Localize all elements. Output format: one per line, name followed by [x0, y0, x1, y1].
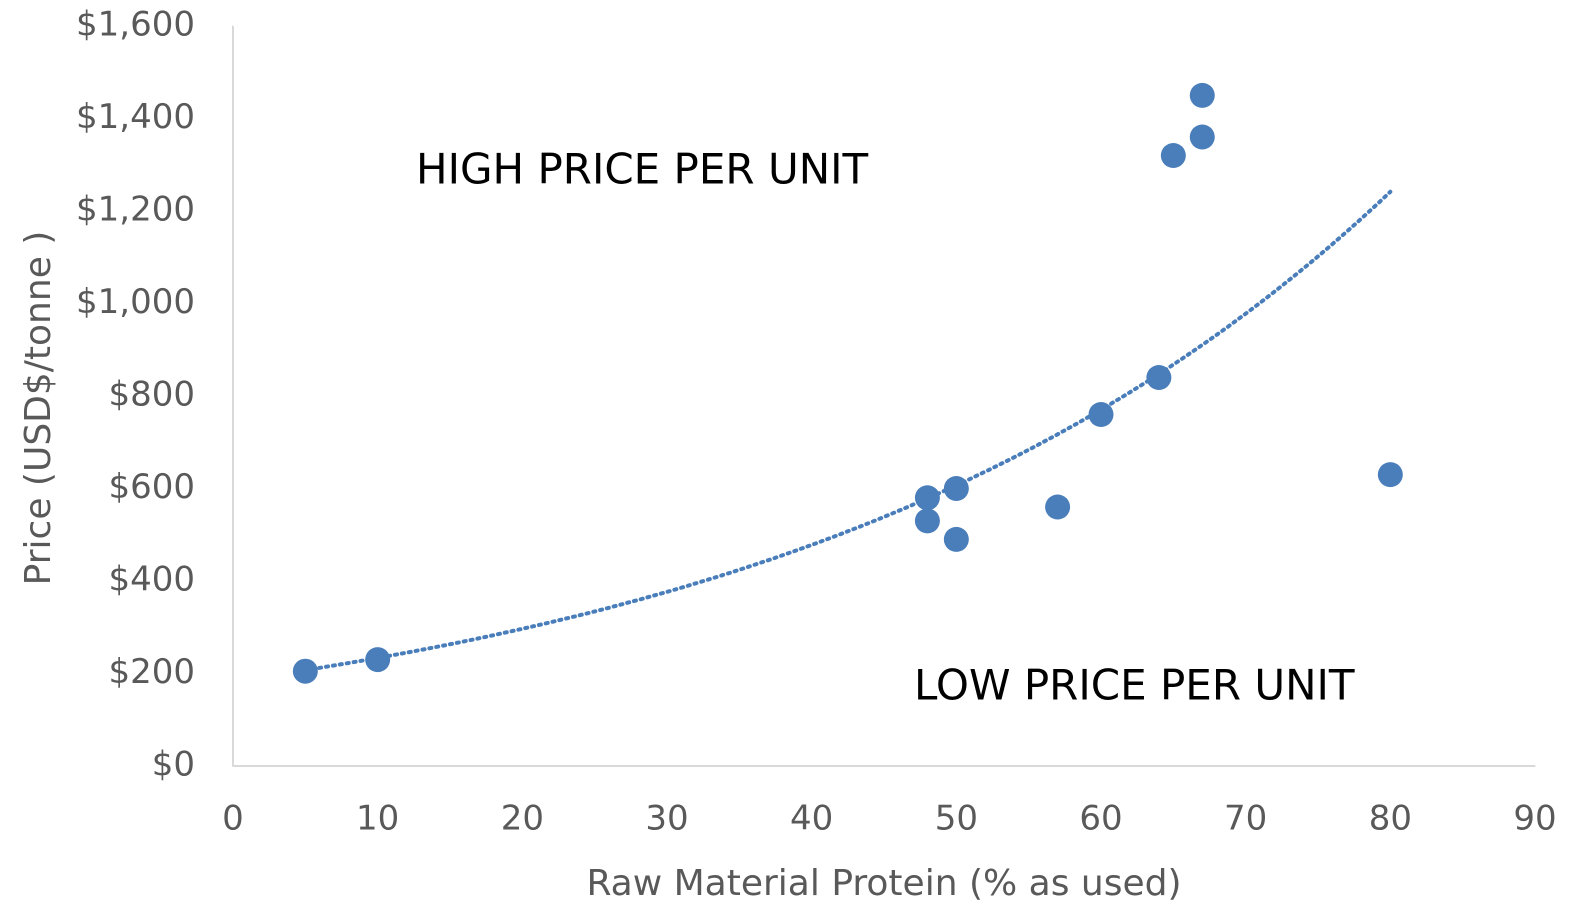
y-tick-label: $0: [152, 745, 195, 785]
trendline: [303, 189, 1393, 673]
point: [1189, 124, 1215, 150]
point: [1045, 494, 1071, 520]
x-tick-label: 60: [1079, 799, 1122, 839]
y-tick-label: $1,200: [76, 190, 195, 230]
y-tick-label: $1,600: [76, 5, 195, 45]
y-axis-title: Price (USD$/tonne ): [18, 231, 59, 586]
point: [292, 658, 318, 684]
point: [1377, 462, 1403, 488]
point: [914, 485, 940, 511]
point: [1088, 402, 1114, 427]
x-tick-label: 50: [935, 799, 978, 839]
y-tick-label: $800: [108, 375, 195, 415]
x-tick-label: 80: [1369, 799, 1412, 839]
point: [365, 647, 391, 673]
point: [943, 476, 969, 501]
x-tick-label: 10: [356, 799, 399, 839]
point: [1160, 143, 1186, 168]
x-tick-label: 20: [501, 799, 544, 839]
point: [1146, 365, 1172, 390]
y-tick-label: $600: [108, 467, 195, 507]
y-tick-label: $200: [108, 652, 195, 692]
point: [914, 508, 940, 534]
annotation: HIGH PRICE PER UNIT: [416, 145, 869, 194]
point: [943, 526, 969, 552]
x-tick-label: 40: [790, 799, 833, 839]
x-tick-label: 0: [222, 799, 244, 839]
x-tick-label: 90: [1513, 799, 1556, 839]
y-tick-label: $1,000: [76, 282, 195, 322]
point: [1189, 82, 1215, 108]
y-tick-label: $400: [108, 560, 195, 600]
y-tick-label: $1,400: [76, 97, 195, 137]
x-tick-label: 30: [645, 799, 688, 839]
annotation: LOW PRICE PER UNIT: [914, 661, 1355, 710]
x-axis-title: Raw Material Protein (% as used): [586, 863, 1181, 904]
x-tick-label: 70: [1224, 799, 1267, 839]
